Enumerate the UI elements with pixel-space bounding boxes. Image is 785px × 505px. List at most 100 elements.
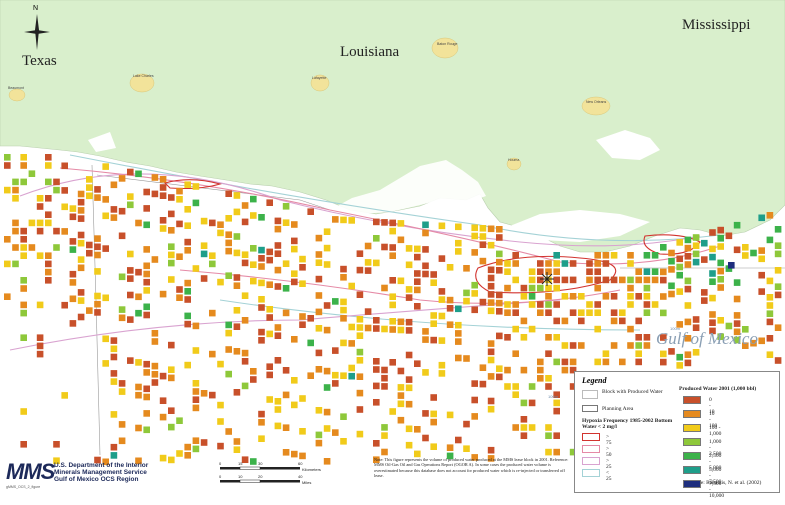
lease-block [127,201,134,209]
lake-calcasieu [88,132,116,152]
lease-block [709,253,716,261]
lease-block [282,285,290,292]
legend-title: Legend [582,376,607,385]
lease-block [512,383,519,390]
lease-block [627,301,634,308]
lease-block [192,396,200,403]
lease-block [561,276,569,284]
lease-block [586,260,593,267]
lease-block [233,389,241,396]
lease-block [102,294,109,302]
lease-block [20,309,27,317]
lease-block [373,325,380,332]
lease-block [45,277,52,284]
lease-block [373,259,380,267]
lease-block [200,242,208,249]
lease-block [53,178,60,186]
lease-block [504,383,511,390]
lease-block [512,309,519,316]
lease-block [299,313,306,320]
lease-block [356,348,364,356]
lease-block [479,241,487,248]
lease-block [422,262,429,270]
lease-block [176,417,183,424]
lease-block [225,370,232,378]
figure-id: gMMS_OCS_2_figure [6,485,41,489]
lease-block [192,437,200,444]
lease-block [20,244,27,251]
lease-block [168,259,175,267]
north-arrow: N [22,5,52,52]
lease-block [143,278,150,286]
lease-block [545,334,552,341]
lease-block [340,315,347,322]
lease-block [651,276,659,284]
lease-block [143,303,150,311]
urban-baton-rouge [431,37,459,59]
lease-block [594,358,601,366]
lease-block [766,318,774,326]
lease-block [12,178,19,186]
lease-block [69,270,77,278]
lease-block [127,357,134,364]
lease-block [61,228,68,235]
lease-block [348,217,355,224]
lease-block [602,293,610,300]
lease-block [217,229,224,237]
scale-bar: 0 15 30 60 Kilometers 0 10 20 40 Miles [218,461,328,491]
lease-block [496,365,503,372]
lease-block [479,380,487,388]
lease-block [299,280,306,287]
lease-block [610,309,618,316]
lease-block [168,227,175,234]
lease-block [217,360,224,368]
lease-block [4,260,11,268]
lease-block [405,327,413,334]
lease-block [250,277,257,285]
lease-block [69,213,77,221]
lease-block [455,321,462,329]
lease-block [28,170,36,177]
lease-block [94,456,101,464]
lease-block [381,448,388,456]
lease-block [766,294,774,301]
lease-block [471,454,478,461]
lease-block [77,231,85,239]
lease-block [733,328,741,336]
lease-block [692,258,700,266]
lease-block [643,309,651,316]
lease-block [348,340,355,347]
lease-block [176,450,183,457]
lease-block [684,244,692,252]
lease-block [397,318,405,326]
lease-block [635,342,642,349]
lease-block [45,178,52,186]
hypoxia-swatch [582,457,600,465]
lease-block [553,399,560,407]
lease-block [307,339,314,347]
lease-block [553,448,560,456]
lease-block [635,276,642,284]
coastline-marsh [330,160,486,214]
lease-block [209,260,216,268]
lease-block [438,288,446,295]
lease-block [643,252,651,259]
lease-block [12,195,19,202]
lease-block [291,450,298,458]
lease-block [184,288,191,295]
lease-block [545,293,552,300]
lease-block [676,321,683,328]
lease-block [53,441,60,448]
lease-block [192,265,200,272]
lease-block [258,435,265,442]
lease-block [381,325,388,333]
lease-block [405,261,413,269]
produced-label: 7,500 - 10,000 [709,481,725,499]
lease-block [414,360,421,367]
lease-block [446,305,454,312]
lease-block [766,310,774,317]
lease-block [135,268,142,276]
planning-swatch [582,405,598,412]
